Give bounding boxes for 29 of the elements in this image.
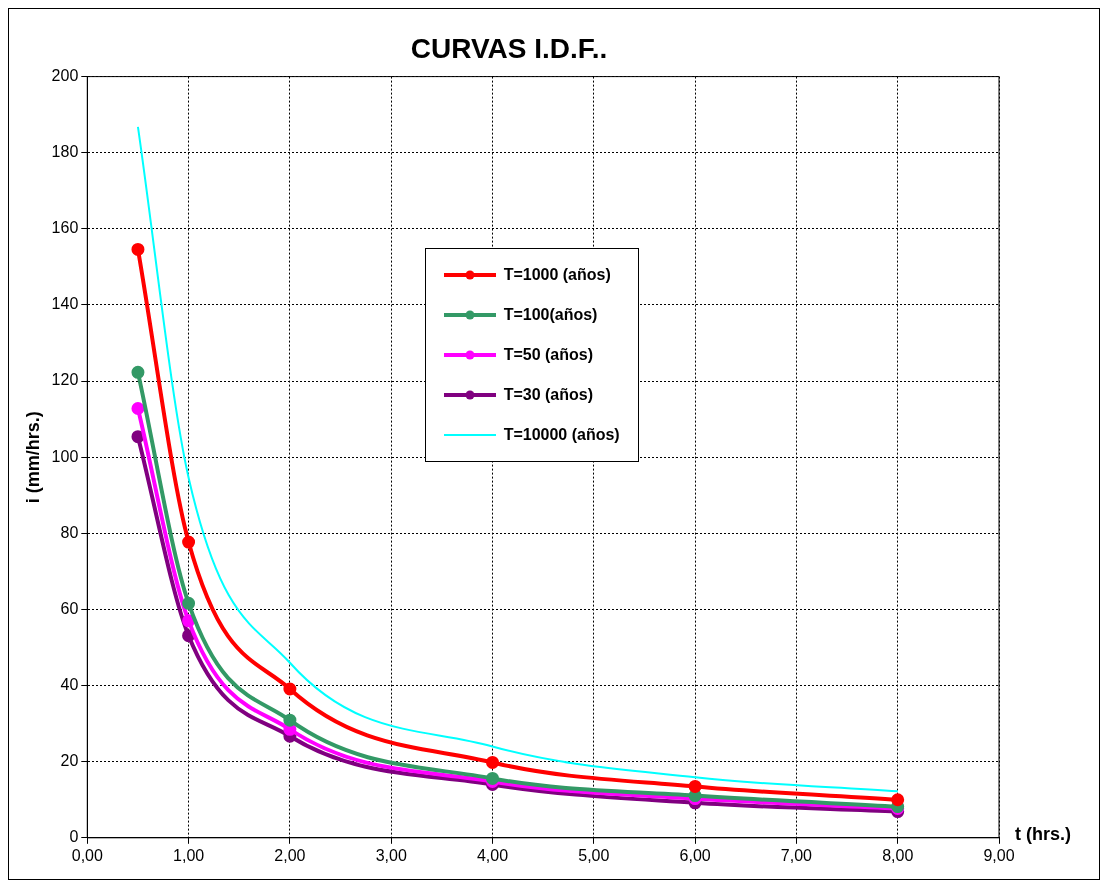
y-tick-label: 180 xyxy=(51,143,79,161)
legend-label: T=30 (años) xyxy=(503,385,593,404)
chart-title: CURVAS I.D.F.. xyxy=(410,32,608,64)
x-tick-label: 2,00 xyxy=(274,846,306,864)
x-axis-title: t (hrs.) xyxy=(1015,823,1071,844)
legend-label: T=50 (años) xyxy=(503,345,593,364)
y-tick-label: 0 xyxy=(69,828,79,846)
y-tick-label: 80 xyxy=(60,523,79,541)
x-tick-label: 9,00 xyxy=(983,846,1015,864)
x-tick-label: 6,00 xyxy=(679,846,711,864)
x-tick-label: 4,00 xyxy=(476,846,509,864)
y-tick-label: 140 xyxy=(51,295,79,313)
x-tick-label: 5,00 xyxy=(578,846,610,864)
y-tick-label: 100 xyxy=(51,447,79,465)
x-tick-label: 8,00 xyxy=(882,846,914,864)
y-axis-title: i (mm/hrs.) xyxy=(22,411,43,504)
y-tick-label: 60 xyxy=(60,599,79,617)
y-tick-label: 40 xyxy=(60,675,79,693)
y-tick-label: 200 xyxy=(51,67,79,85)
x-tick-label: 1,00 xyxy=(173,846,205,864)
y-tick-label: 120 xyxy=(51,371,79,389)
x-tick-label: 3,00 xyxy=(375,846,407,864)
x-tick-label: 7,00 xyxy=(780,846,813,864)
y-tick-label: 160 xyxy=(51,219,79,237)
x-tick-label: 0,00 xyxy=(71,846,103,864)
legend-label: T=10000 (años) xyxy=(503,425,620,444)
legend-label: T=100(años) xyxy=(503,305,598,324)
y-tick-label: 20 xyxy=(60,752,79,770)
legend-label: T=1000 (años) xyxy=(503,265,611,284)
